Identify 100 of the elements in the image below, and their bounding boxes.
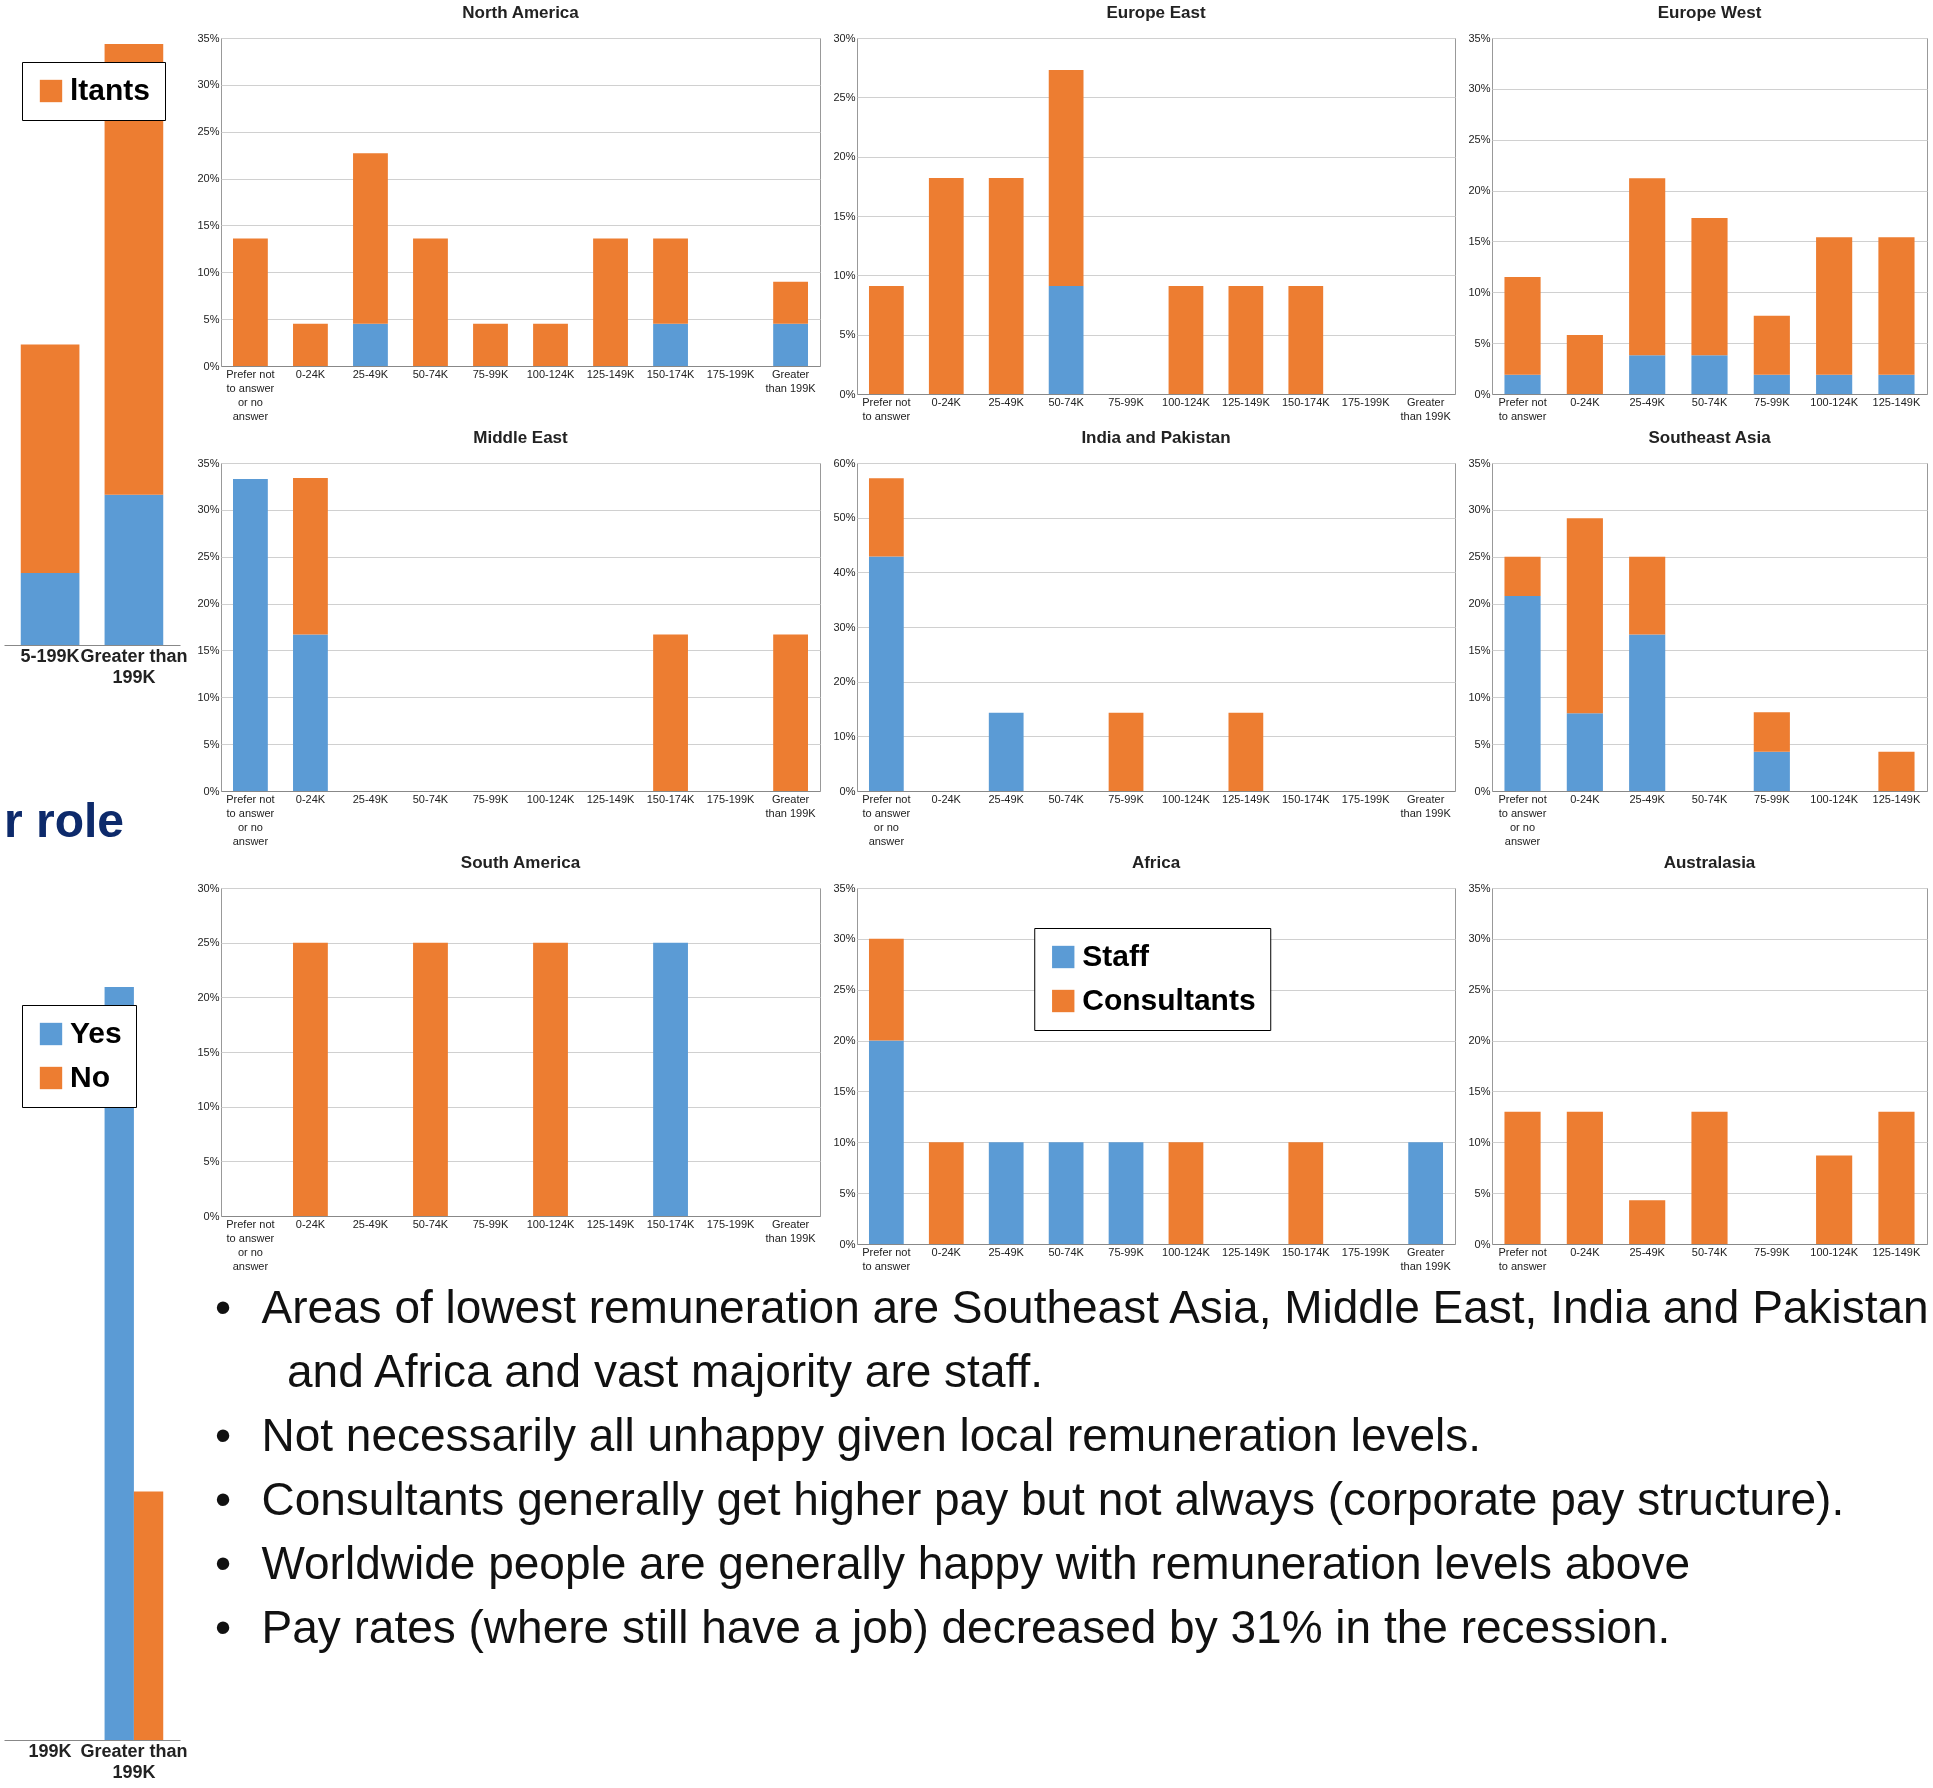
y-tick-label: 15%: [833, 1084, 856, 1097]
bar: [413, 238, 448, 366]
y-tick-label: 50%: [833, 511, 856, 524]
legend-label: Consultants: [1082, 983, 1256, 1016]
y-tick-label: 60%: [833, 456, 856, 469]
x-tick-label: Prefer not to answer: [862, 395, 911, 422]
x-tick-label: Greater than 199K: [80, 1740, 188, 1782]
bar: [1629, 1200, 1666, 1244]
x-tick-label: 100-124K: [526, 1217, 576, 1230]
bar: [1753, 315, 1790, 375]
bar: [1566, 1111, 1603, 1244]
y-tick-label: 0%: [839, 387, 856, 400]
text: • Pay rates (where still have a job) decreased by 31% in the recession.: [214, 1600, 1672, 1655]
bar: [1816, 237, 1853, 375]
y-tick-label: 20%: [197, 172, 220, 185]
legend-label: No: [70, 1060, 110, 1093]
bar: [1504, 1111, 1541, 1244]
y-tick-label: 10%: [1468, 285, 1491, 298]
y-tick-label: 20%: [1468, 1034, 1491, 1047]
y-tick-label: 15%: [197, 218, 220, 231]
bar: [1048, 70, 1084, 287]
bar: [20, 572, 80, 645]
x-tick-label: 25-49K: [352, 367, 389, 380]
bar: [1504, 374, 1541, 394]
x-tick-label: 150-174K: [646, 1217, 696, 1230]
x-tick-label: 50-74K: [412, 1217, 449, 1230]
x-tick-label: 50-74K: [1691, 395, 1728, 408]
x-tick-label: 100-124K: [1810, 792, 1859, 805]
bar: [1629, 556, 1666, 635]
x-tick-label: Prefer not to answer or no answer: [862, 792, 911, 847]
y-tick-label: 30%: [1468, 503, 1491, 516]
bar: [1691, 218, 1728, 356]
x-tick-label: 75-99K: [472, 367, 509, 380]
bar: [353, 153, 388, 324]
y-tick-label: 5%: [203, 737, 220, 750]
y-tick-label: 0%: [839, 784, 856, 797]
chart-title: India and Pakistan: [1081, 428, 1231, 447]
y-tick-label: 10%: [833, 1135, 856, 1148]
x-tick-label: Prefer not to answer: [1498, 1245, 1547, 1272]
x-tick-label: 100-124K: [1162, 395, 1211, 408]
y-tick-label: 10%: [197, 265, 220, 278]
x-tick-label: 100-124K: [1810, 1245, 1859, 1258]
chart-title: r role: [4, 794, 125, 847]
bar: [773, 281, 808, 324]
bar: [868, 938, 904, 1041]
x-tick-label: 75-99K: [472, 1217, 509, 1230]
x-tick-label: Greater than 199K: [1400, 1245, 1452, 1272]
y-tick-label: 10%: [197, 1100, 220, 1113]
bar: [1288, 286, 1324, 394]
x-tick-label: 25-49K: [988, 1245, 1025, 1258]
bar: [1878, 1111, 1915, 1244]
x-tick-label: 25-49K: [988, 792, 1025, 805]
bar: [928, 178, 964, 394]
y-tick-label: 5%: [839, 328, 856, 341]
x-tick-label: Prefer not to answer or no answer: [226, 1217, 275, 1272]
x-tick-label: 175-199K: [706, 367, 756, 380]
x-tick-label: Prefer not to answer: [1498, 395, 1547, 422]
chart-title: Europe East: [1106, 3, 1206, 22]
bar: [653, 323, 688, 366]
y-tick-label: 25%: [197, 936, 220, 949]
y-tick-label: 35%: [197, 31, 220, 44]
bar: [104, 494, 164, 645]
bar: [1168, 1142, 1204, 1244]
bar: [1108, 1142, 1144, 1244]
x-tick-label: 5-199K: [20, 645, 80, 666]
bar: [20, 344, 80, 573]
y-tick-label: 35%: [197, 456, 220, 469]
x-tick-label: 175-199K: [1341, 1245, 1391, 1258]
y-tick-label: 25%: [197, 125, 220, 138]
chart-title: North America: [462, 3, 580, 22]
bar: [928, 1142, 964, 1244]
bar: [1629, 355, 1666, 394]
bar: [1691, 1111, 1728, 1244]
y-tick-label: 0%: [203, 1209, 220, 1222]
bar: [1228, 712, 1264, 791]
x-tick-label: 25-49K: [1629, 1245, 1666, 1258]
bar: [1566, 335, 1603, 394]
bar: [773, 323, 808, 366]
x-tick-label: 0-24K: [931, 395, 962, 408]
y-tick-label: 15%: [197, 643, 220, 656]
text: • Not necessarily all unhappy given local remuneration levels.: [214, 1408, 1483, 1463]
y-tick-label: 5%: [1474, 737, 1491, 750]
chart-title: South America: [460, 853, 581, 872]
y-tick-label: 15%: [1468, 234, 1491, 247]
bar: [1504, 556, 1541, 597]
bar: [653, 634, 688, 791]
bar: [868, 478, 904, 557]
bar: [473, 323, 508, 366]
y-tick-label: 5%: [1474, 1186, 1491, 1199]
bar: [1816, 1155, 1853, 1244]
y-tick-label: 5%: [1474, 336, 1491, 349]
text: • Worldwide people are generally happy with remuneration levels above: [214, 1536, 1691, 1591]
y-tick-label: 15%: [1468, 1084, 1491, 1097]
y-tick-label: 30%: [197, 78, 220, 91]
x-tick-label: 25-49K: [1629, 395, 1666, 408]
y-tick-label: 35%: [1468, 31, 1491, 44]
bar: [1629, 178, 1666, 356]
x-tick-label: Greater than 199K: [765, 792, 817, 819]
text: • Areas of lowest remuneration are Southeast Asia, Middle East, India and Pakistan and Africa and vast majority are staff.: [214, 1280, 1930, 1399]
x-tick-label: Prefer not to answer or no answer: [226, 792, 275, 847]
